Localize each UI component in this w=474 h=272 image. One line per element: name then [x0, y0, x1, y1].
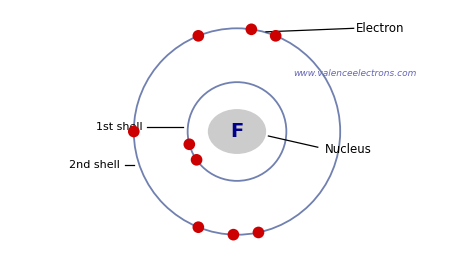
Circle shape — [228, 229, 239, 240]
Circle shape — [191, 154, 202, 166]
Circle shape — [253, 227, 264, 238]
Circle shape — [192, 221, 204, 233]
Ellipse shape — [208, 109, 266, 154]
Text: www.valenceelectrons.com: www.valenceelectrons.com — [293, 69, 417, 78]
Text: 1st shell: 1st shell — [96, 122, 143, 132]
Circle shape — [270, 30, 282, 42]
Text: 2nd shell: 2nd shell — [70, 160, 120, 170]
Circle shape — [246, 23, 257, 35]
Circle shape — [183, 138, 195, 150]
Text: Nucleus: Nucleus — [325, 143, 371, 156]
Text: F: F — [230, 122, 244, 141]
Circle shape — [128, 126, 140, 137]
Text: Electron: Electron — [356, 22, 404, 35]
Circle shape — [192, 30, 204, 42]
